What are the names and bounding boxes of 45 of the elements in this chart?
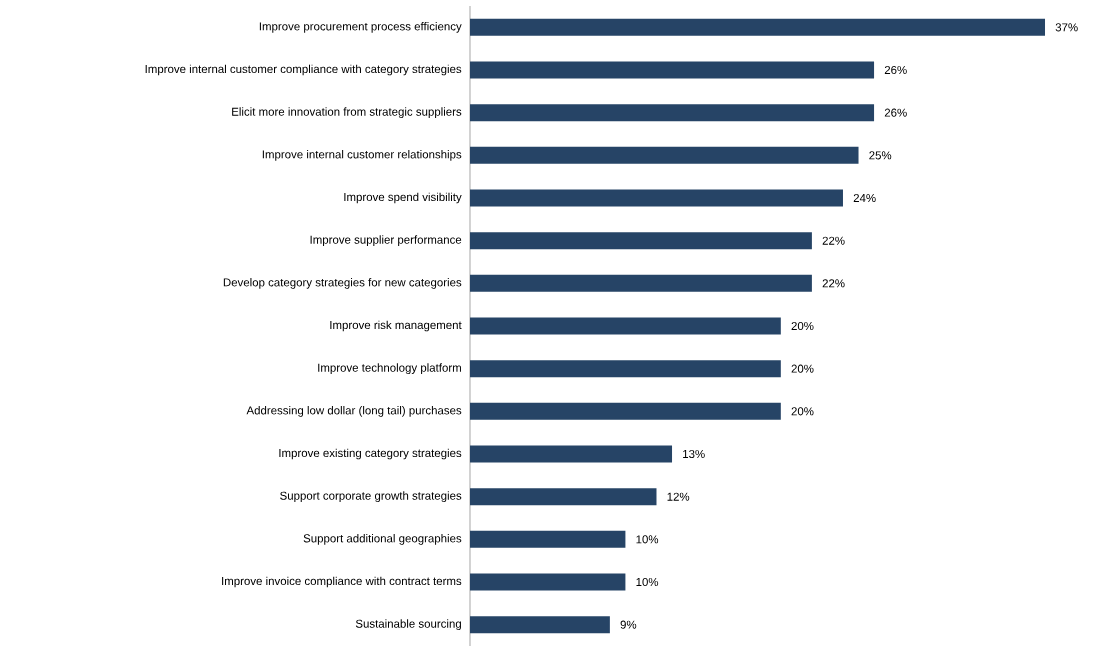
y-tick-label: Improve procurement process efficiency (259, 22, 462, 33)
data-label: 10% (636, 577, 659, 587)
data-label: 12% (667, 492, 690, 501)
y-tick-label: Improve invoice compliance with contract terms (222, 576, 462, 588)
bar (470, 104, 875, 122)
y-tick-label: Addressing low dollar (long tail) purchases (246, 406, 462, 417)
bar (470, 445, 673, 463)
bar (470, 616, 610, 634)
data-label: 20% (791, 407, 814, 416)
data-label: 37% (1055, 23, 1078, 32)
bar (470, 189, 843, 207)
y-tick-label: Improve technology platform (318, 363, 461, 375)
data-label: 9% (620, 620, 637, 629)
bar (470, 61, 875, 79)
data-label: 20% (791, 364, 814, 373)
bar (470, 530, 626, 548)
bar (470, 232, 812, 250)
y-tick-label: Improve internal customer relationships (262, 150, 462, 161)
y-tick-label: Elicit more innovation from strategic suppliers (232, 107, 462, 119)
bar (470, 146, 859, 164)
bar (470, 488, 657, 506)
bar (470, 573, 626, 591)
data-label: 13% (683, 449, 705, 459)
bar (470, 18, 1046, 36)
data-label: 26% (884, 108, 907, 117)
y-tick-label: Support corporate growth strategies (280, 491, 462, 503)
y-tick-label: Improve internal customer compliance with category strategies (145, 64, 462, 76)
y-tick-label: Improve supplier performance (310, 235, 462, 247)
bar (470, 317, 781, 335)
data-label: 22% (822, 279, 845, 288)
bar (470, 274, 812, 292)
data-label: 22% (822, 236, 845, 245)
y-tick-label: Develop category strategies for new categories (223, 278, 462, 289)
data-label: 26% (884, 65, 907, 75)
data-label: 10% (636, 535, 659, 544)
data-label: 25% (869, 151, 892, 160)
bar (470, 360, 781, 378)
bar (470, 402, 781, 420)
data-label: 24% (853, 193, 876, 203)
y-tick-label: Support additional geographies (303, 534, 462, 545)
data-label: 20% (791, 321, 814, 331)
y-tick-label: Improve existing category strategies (279, 448, 462, 460)
y-tick-label: Sustainable sourcing (355, 619, 461, 631)
y-tick-label: Improve spend visibility (344, 192, 462, 204)
y-tick-label: Improve risk management (330, 320, 462, 332)
